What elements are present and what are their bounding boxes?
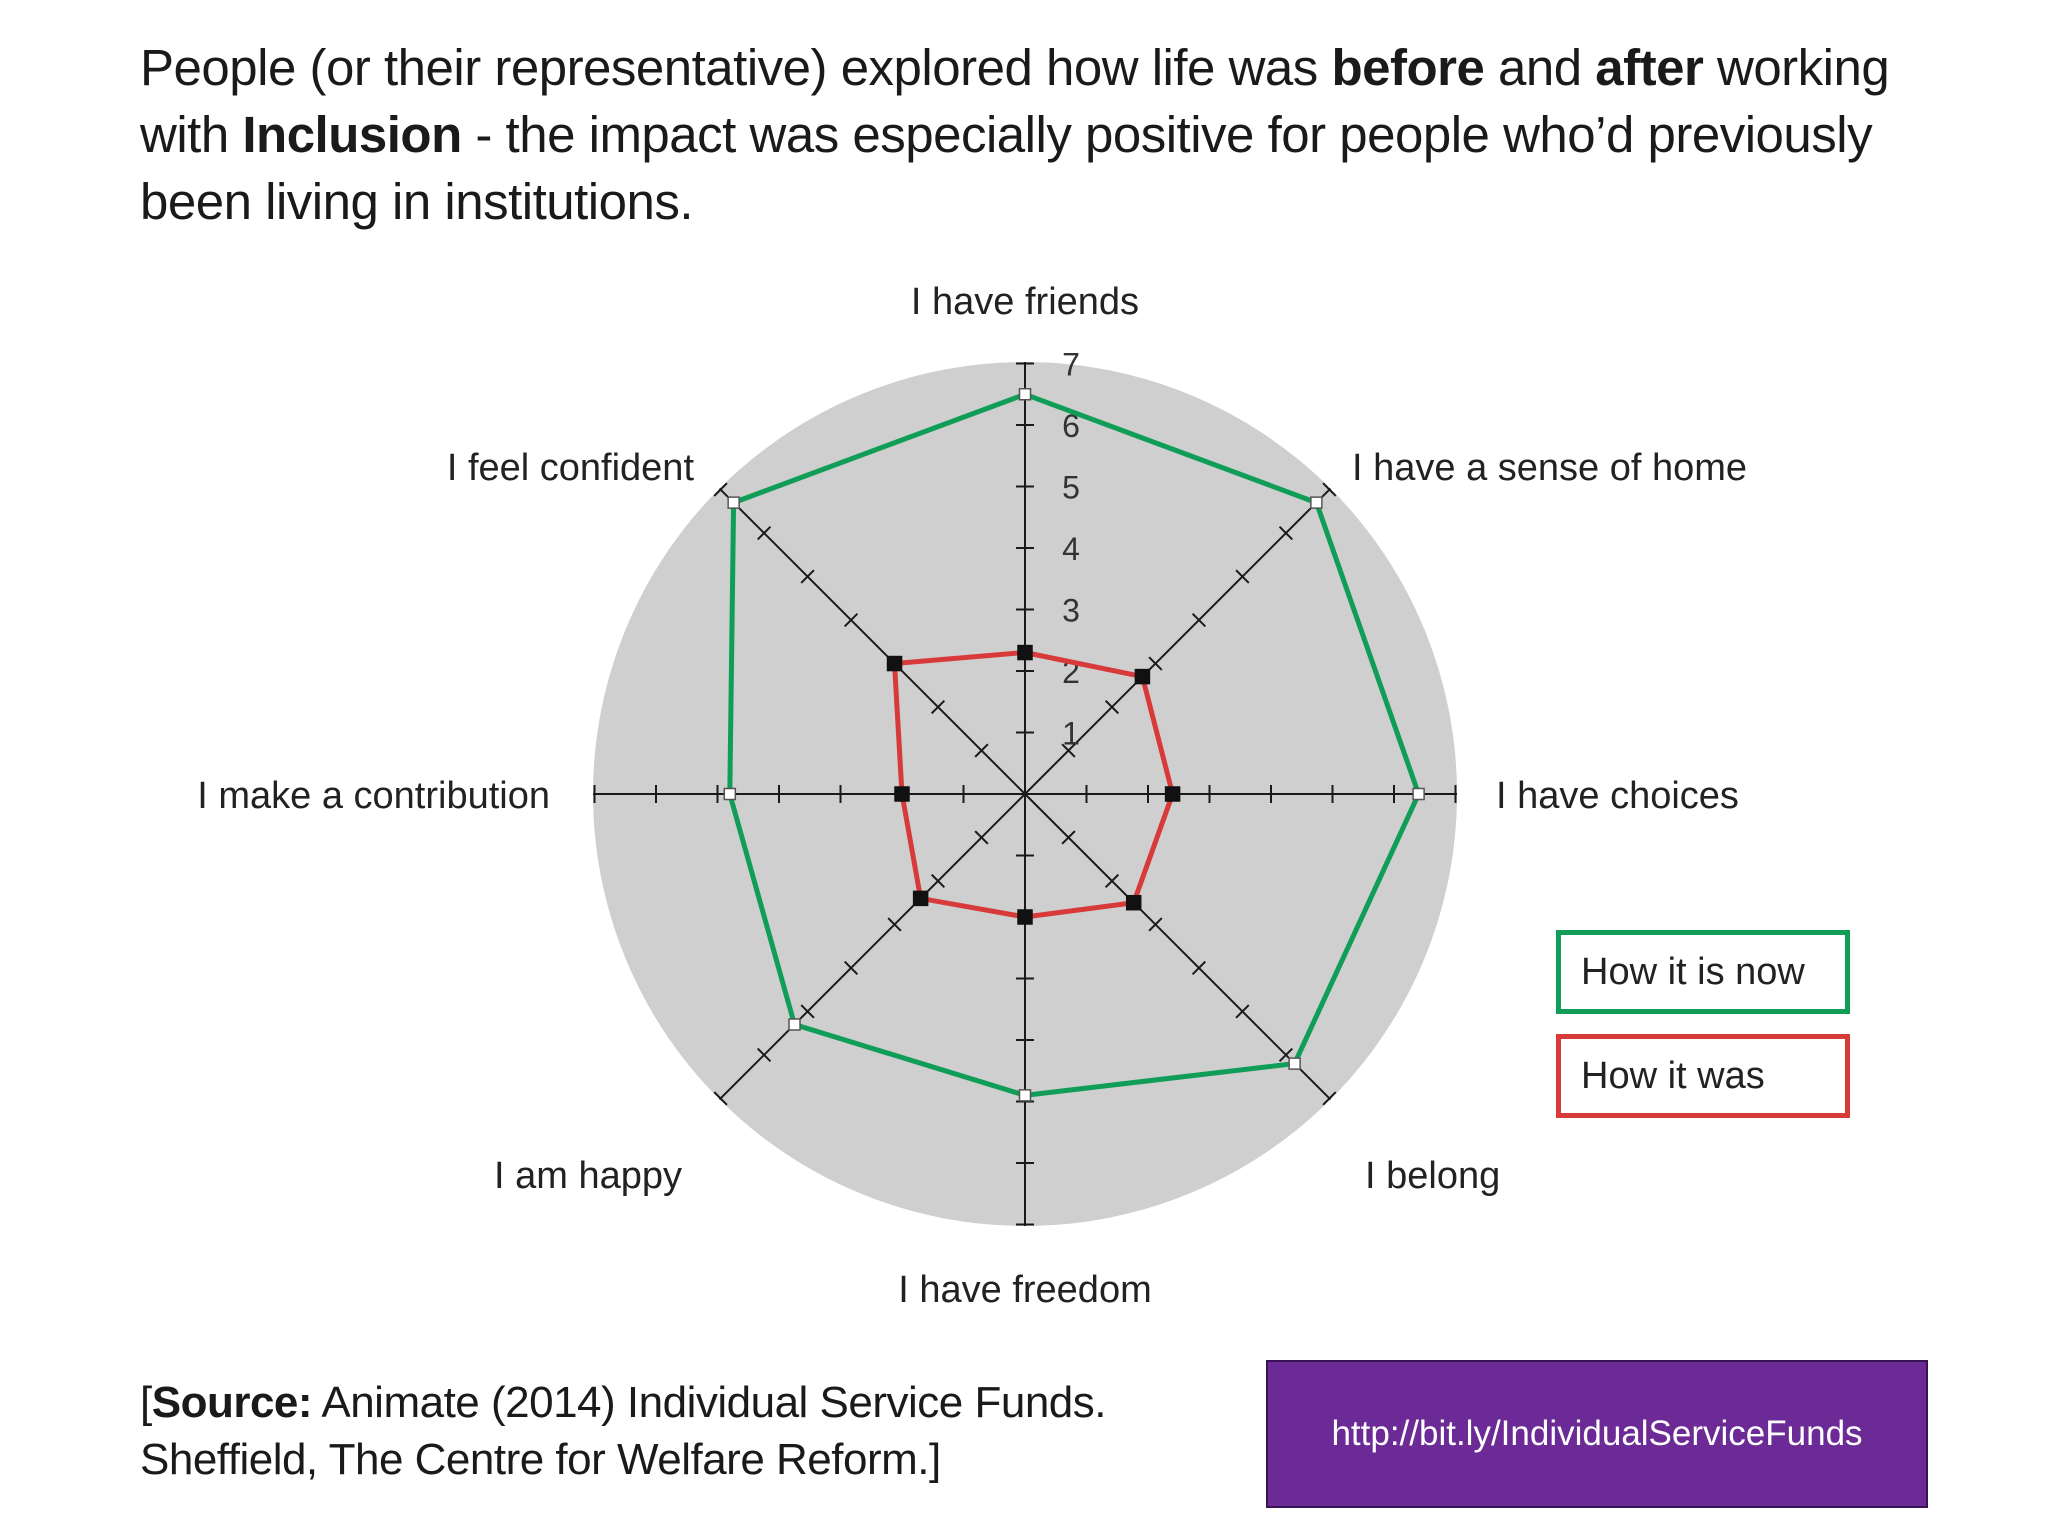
- point-how-it-was-i-am-happy: [912, 890, 929, 907]
- tick-label-1: 1: [1062, 716, 1080, 752]
- tick-mark: [1148, 917, 1163, 932]
- point-how-it-is-now-i-have-friends: [1018, 388, 1032, 401]
- tick-mark: [757, 1047, 772, 1062]
- point-how-it-is-now-i-belong: [1288, 1057, 1301, 1070]
- tick-mark: [930, 699, 946, 715]
- tick-mark: [1191, 960, 1207, 976]
- headline-text-4: - the impact was especially positive for…: [140, 106, 1873, 230]
- tick-mark: [1061, 743, 1076, 758]
- headline-bold-after: after: [1595, 39, 1704, 96]
- axis-label-i-have-a-sense-of-home: I have a sense of home: [1352, 447, 1747, 489]
- point-how-it-is-now-i-have-freedom: [1018, 1089, 1032, 1102]
- point-how-it-was-i-have-choices: [1164, 786, 1181, 802]
- axis-line-i-feel-confident: [718, 487, 1026, 795]
- axis-line-i-belong: [1024, 793, 1332, 1101]
- axis-label-i-make-a-contribution: I make a contribution: [197, 775, 550, 817]
- point-how-it-was-i-feel-confident: [886, 655, 903, 672]
- tick-mark: [757, 526, 772, 541]
- tick-mark: [1191, 612, 1207, 628]
- axis-label-i-have-choices: I have choices: [1496, 775, 1739, 817]
- tick-mark: [1322, 1091, 1337, 1106]
- tick-label-4: 4: [1062, 531, 1080, 567]
- point-how-it-is-now-i-feel-confident: [727, 496, 740, 509]
- tick-mark: [1278, 526, 1293, 541]
- axis-label-i-am-happy: I am happy: [494, 1155, 682, 1197]
- axis-label-i-have-friends: I have friends: [911, 281, 1139, 323]
- legend-label-was: How it was: [1581, 1055, 1765, 1097]
- source-citation: [Source: Animate (2014) Individual Servi…: [140, 1374, 1200, 1488]
- tick-label-7: 7: [1062, 347, 1080, 383]
- axis-line-i-am-happy: [718, 793, 1026, 1101]
- tick-label-3: 3: [1062, 593, 1080, 629]
- point-how-it-is-now-i-make-a-contribution: [723, 787, 737, 801]
- radar-axes: [593, 362, 1457, 1226]
- source-text: Animate (2014) Individual Service Funds.…: [140, 1378, 1107, 1484]
- point-how-it-is-now-i-have-a-sense-of-home: [1310, 496, 1323, 509]
- axis-label-i-have-freedom: I have freedom: [898, 1269, 1151, 1311]
- tick-mark: [713, 482, 728, 497]
- radar-axis-labels: I have friends I have a sense of home I ha…: [197, 281, 1747, 1311]
- tick-mark: [800, 1004, 815, 1019]
- point-how-it-was-i-have-friends: [1017, 644, 1033, 661]
- tick-mark: [930, 873, 946, 889]
- source-bracket: [: [140, 1378, 152, 1427]
- point-how-it-was-i-belong: [1125, 894, 1142, 911]
- point-how-it-is-now-i-am-happy: [788, 1018, 801, 1031]
- point-how-it-is-now-i-have-choices: [1412, 787, 1425, 801]
- headline-bold-before: before: [1331, 39, 1485, 96]
- tick-mark: [713, 1091, 728, 1106]
- tick-mark: [974, 830, 989, 845]
- point-how-it-was-i-have-a-sense-of-home: [1134, 668, 1151, 685]
- tick-mark: [843, 612, 859, 628]
- tick-mark: [1061, 830, 1076, 845]
- tick-mark: [974, 743, 989, 758]
- headline-bold-inclusion: Inclusion: [242, 106, 462, 163]
- tick-label-6: 6: [1062, 408, 1080, 444]
- tick-mark: [1104, 873, 1120, 889]
- axis-line-i-have-a-sense-of-home: [1024, 487, 1332, 795]
- point-how-it-was-i-make-a-contribution: [894, 786, 910, 802]
- tick-mark: [887, 917, 902, 932]
- radar-series: [723, 388, 1425, 1102]
- tick-mark: [1322, 482, 1337, 497]
- source-label: Source:: [151, 1378, 313, 1427]
- radar-ticks: [593, 362, 1457, 1226]
- headline-text-2: and: [1484, 39, 1596, 96]
- axis-label-i-feel-confident: I feel confident: [447, 447, 695, 489]
- legend-item-now: How it is now: [1556, 930, 1850, 1014]
- tick-mark: [1235, 1004, 1250, 1019]
- headline-text-1: People (or their representative) explore…: [140, 39, 1332, 96]
- tick-mark: [1278, 1047, 1293, 1062]
- tick-mark: [1104, 699, 1120, 715]
- tick-mark: [843, 960, 859, 976]
- axis-label-i-belong: I belong: [1365, 1155, 1500, 1197]
- legend-label-now: How it is now: [1581, 951, 1805, 993]
- point-how-it-was-i-have-freedom: [1017, 909, 1033, 925]
- tick-mark: [1148, 656, 1163, 671]
- tick-mark: [1235, 569, 1250, 584]
- headline-text-3: working with: [140, 39, 1890, 163]
- link-text[interactable]: http://bit.ly/IndividualServiceFunds: [1331, 1414, 1863, 1453]
- legend-item-was: How it was: [1556, 1034, 1850, 1118]
- tick-label-5: 5: [1062, 470, 1080, 506]
- headline: People (or their representative) explore…: [140, 34, 1900, 235]
- tick-mark: [800, 569, 815, 584]
- link-button[interactable]: http://bit.ly/IndividualServiceFunds: [1266, 1360, 1928, 1508]
